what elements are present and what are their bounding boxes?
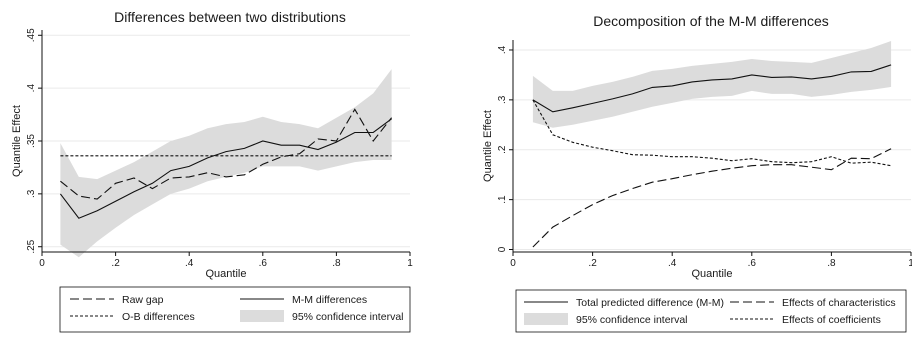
series-line-effects-of-coefficients [532,99,892,167]
confidence-band [60,69,392,258]
legend-label: M-M differences [292,294,367,306]
series-line-effects-of-characteristics [532,148,892,248]
confidence-band [532,41,892,128]
series-line-raw-gap [60,108,393,200]
legend-label: 95% confidence interval [292,311,404,323]
chart-distribution-differences: Differences between two distributions0.2… [11,9,414,333]
y-tick-label: .2 [497,145,508,154]
series-line-m-m-differences [59,118,392,219]
x-tick-label: 1 [908,258,912,269]
x-tick-label: .8 [827,258,836,269]
y-tick-label: .1 [497,195,508,204]
legend-label: 95% confidence interval [576,314,688,326]
y-tick-label: .3 [497,95,508,104]
legend-label: Effects of coefficients [782,314,881,326]
chart-title: Differences between two distributions [114,9,346,25]
legend-label: Raw gap [122,294,164,306]
legend-box [59,286,411,333]
x-tick-label: .2 [588,258,597,269]
y-tick-label: .3 [26,189,37,198]
x-tick-label: .6 [259,258,268,269]
y-tick-label: .25 [26,239,37,253]
legend-key-band [240,310,284,322]
x-tick-label: .6 [748,258,757,269]
legend-key-band [524,313,568,325]
x-tick-label: .2 [111,258,120,269]
x-tick-label: 0 [510,258,516,269]
legend-label: O-B differences [122,311,195,323]
x-tick-label: 1 [407,258,413,269]
legend-label: Total predicted difference (M-M) [576,297,724,309]
legend-box [515,289,907,333]
legend-label: Effects of characteristics [782,297,896,309]
x-axis-label: Quantile [206,268,247,280]
chart-decomposition: Decomposition of the M-M differences 0 .2.… [456,0,912,340]
x-tick-label: 0 [39,258,45,269]
x-tick-label: .4 [668,258,677,269]
y-axis-label: Quantile Effect [11,105,23,177]
series-line-total-predicted-difference-m-m [532,64,892,113]
y-tick-label: .4 [26,84,37,93]
y-axis-label: Quantile Effect [482,110,494,182]
y-tick-label: .45 [26,28,37,42]
chart-title: Decomposition of the M-M differences [593,13,829,29]
y-tick-label: 0 [497,246,508,252]
x-tick-label: .4 [185,258,194,269]
y-tick-label: .4 [497,45,508,54]
y-tick-label: .35 [26,134,37,148]
x-axis-label: Quantile [692,268,733,280]
x-tick-label: .8 [332,258,341,269]
